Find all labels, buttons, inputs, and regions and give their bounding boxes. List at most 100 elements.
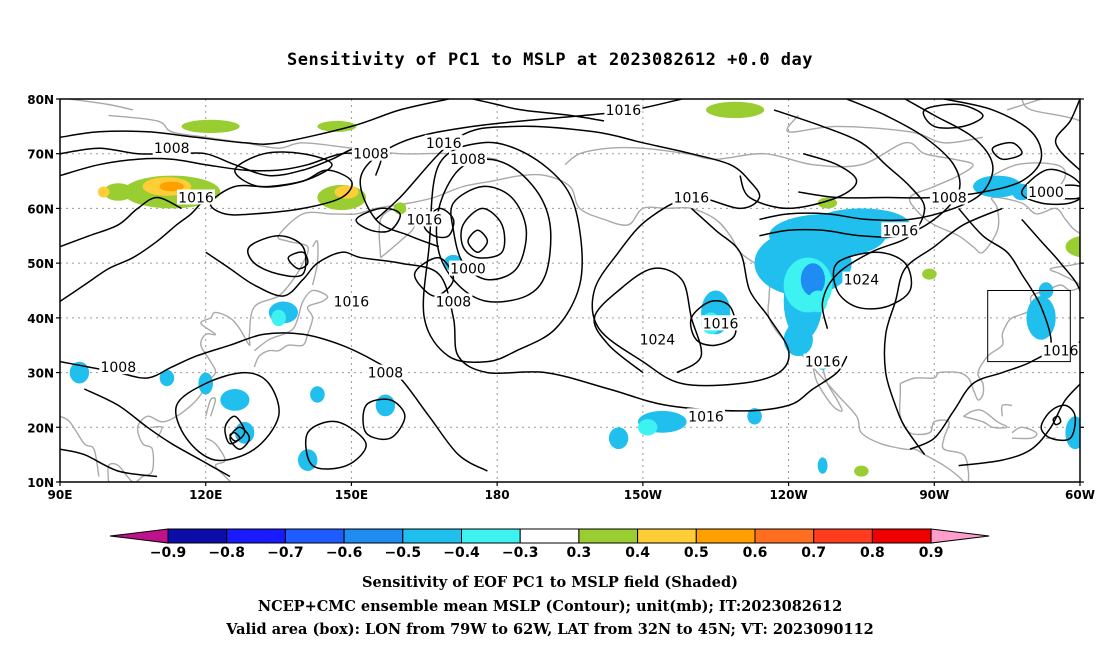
colorbar-segment [695, 528, 756, 544]
caption-contour: NCEP+CMC ensemble mean MSLP (Contour); u… [257, 598, 843, 615]
sensitivity-patch [854, 465, 869, 477]
mslp-contour [922, 103, 984, 129]
mslp-contour [305, 420, 367, 470]
valid-area-box [987, 290, 1071, 363]
coastline [564, 141, 1080, 401]
colorbar-segment [871, 528, 932, 544]
coastline [1006, 99, 1044, 111]
mslp-contour [287, 251, 309, 270]
mslp-contour [435, 158, 552, 303]
mslp-contour [1020, 168, 1080, 206]
mslp-contour [60, 99, 449, 145]
sensitivity-patch [1065, 236, 1080, 258]
contour-label-background [332, 293, 371, 309]
mslp-contour [229, 426, 251, 450]
mslp-contour [1021, 218, 1080, 357]
contour-label-background [701, 315, 740, 331]
mslp-contour [355, 207, 401, 233]
coastline [253, 289, 329, 368]
caption-shading: Sensitivity of EOF PC1 to MSLP field (Sh… [362, 574, 738, 591]
contour-labels: 1016 1016 1008 1008 1008 1016 1016 1016 1000 1008… [60, 101, 1080, 425]
lon-label: 180 [485, 488, 510, 502]
mslp-contour [375, 125, 790, 387]
coastline [1000, 403, 1013, 417]
sensitivity-patch [375, 394, 396, 417]
colorbar-segment [343, 528, 404, 544]
lon-label: 60W [1065, 488, 1095, 502]
contour-label-background [687, 408, 725, 424]
mslp-contour [60, 332, 488, 472]
contour-label: 1024 [844, 273, 880, 289]
contour-label-background [366, 364, 405, 380]
coastline [786, 114, 984, 144]
mslp-contour [991, 141, 1023, 161]
colorbar-label: −0.9 [150, 545, 187, 561]
contour-label: 1008 [154, 141, 190, 157]
coastline [108, 114, 498, 160]
lon-label: 90E [48, 488, 73, 502]
lat-label: 80N [27, 93, 54, 107]
map-title: Sensitivity of PC1 to MSLP at 2023082612… [286, 50, 813, 70]
colorbar-label: 0.8 [860, 545, 885, 561]
colorbar-label: 0.7 [801, 545, 826, 561]
contour-label: 1000 [450, 262, 486, 278]
contour-label-background [351, 145, 390, 161]
colorbar-segment [813, 528, 873, 544]
mslp-contour [883, 207, 1003, 456]
colorbar-label: −0.7 [267, 545, 304, 561]
coastline [1011, 426, 1038, 440]
sensitivity-patch [638, 419, 658, 436]
mslp-contour [413, 256, 455, 297]
contour-label: 1016 [426, 136, 462, 152]
colorbar-segment [637, 528, 697, 544]
mslp-contour [224, 415, 246, 445]
sensitivity-patch [271, 309, 286, 327]
contour-label: 1016 [334, 294, 370, 310]
contour-label: 1016 [882, 223, 918, 239]
mslp-contour [467, 229, 489, 253]
contour-label: 1016 [688, 409, 724, 425]
lon-label: 90W [919, 488, 949, 502]
contour-label-background [405, 211, 444, 227]
contour-label-background [424, 134, 463, 150]
lat-label: 70N [27, 148, 54, 162]
contour-label: 1008 [436, 294, 472, 310]
mslp-contour [83, 388, 231, 478]
colorbar-low-end [109, 528, 169, 544]
contour-label-background [803, 353, 842, 369]
contour-label: 1016 [406, 212, 442, 228]
contour-label: 1008 [931, 191, 967, 207]
mslp-contour [759, 99, 994, 222]
mslp-contour [175, 371, 280, 462]
sensitivity-patch [1092, 378, 1100, 400]
contour-label-background [1027, 184, 1065, 199]
mslp-contour [450, 185, 528, 281]
sensitivity-patch [220, 389, 250, 411]
contour-label-background [177, 189, 215, 205]
mslp-contour [759, 99, 961, 238]
colorbar-label: 0.9 [919, 545, 944, 561]
mslp-contour [205, 251, 848, 412]
colorbar-label: 0.4 [625, 545, 650, 561]
contour-label: 1016 [606, 103, 642, 119]
lat-label: 50N [27, 257, 54, 271]
contour-label: 1008 [353, 147, 389, 163]
lat-label: 10N [27, 476, 54, 490]
colorbar-segment [461, 528, 521, 544]
colorbar-segment [519, 528, 580, 544]
mslp-contour [773, 109, 926, 329]
mslp-contour [209, 169, 353, 216]
contour-label: 1000 [1028, 185, 1064, 201]
sensitivity-patch [800, 263, 826, 296]
contour-label-background [929, 189, 968, 205]
sensitivity-patch [747, 408, 762, 425]
lat-label: 20N [27, 421, 54, 435]
mslp-contour [247, 235, 307, 278]
lat-label: 40N [27, 312, 54, 326]
contour-label-background [604, 101, 643, 117]
sensitivity-patch [608, 427, 629, 450]
sensitivity-patch [922, 268, 937, 280]
contour-label-background [60, 178, 61, 194]
colorbar-segment [284, 528, 345, 544]
